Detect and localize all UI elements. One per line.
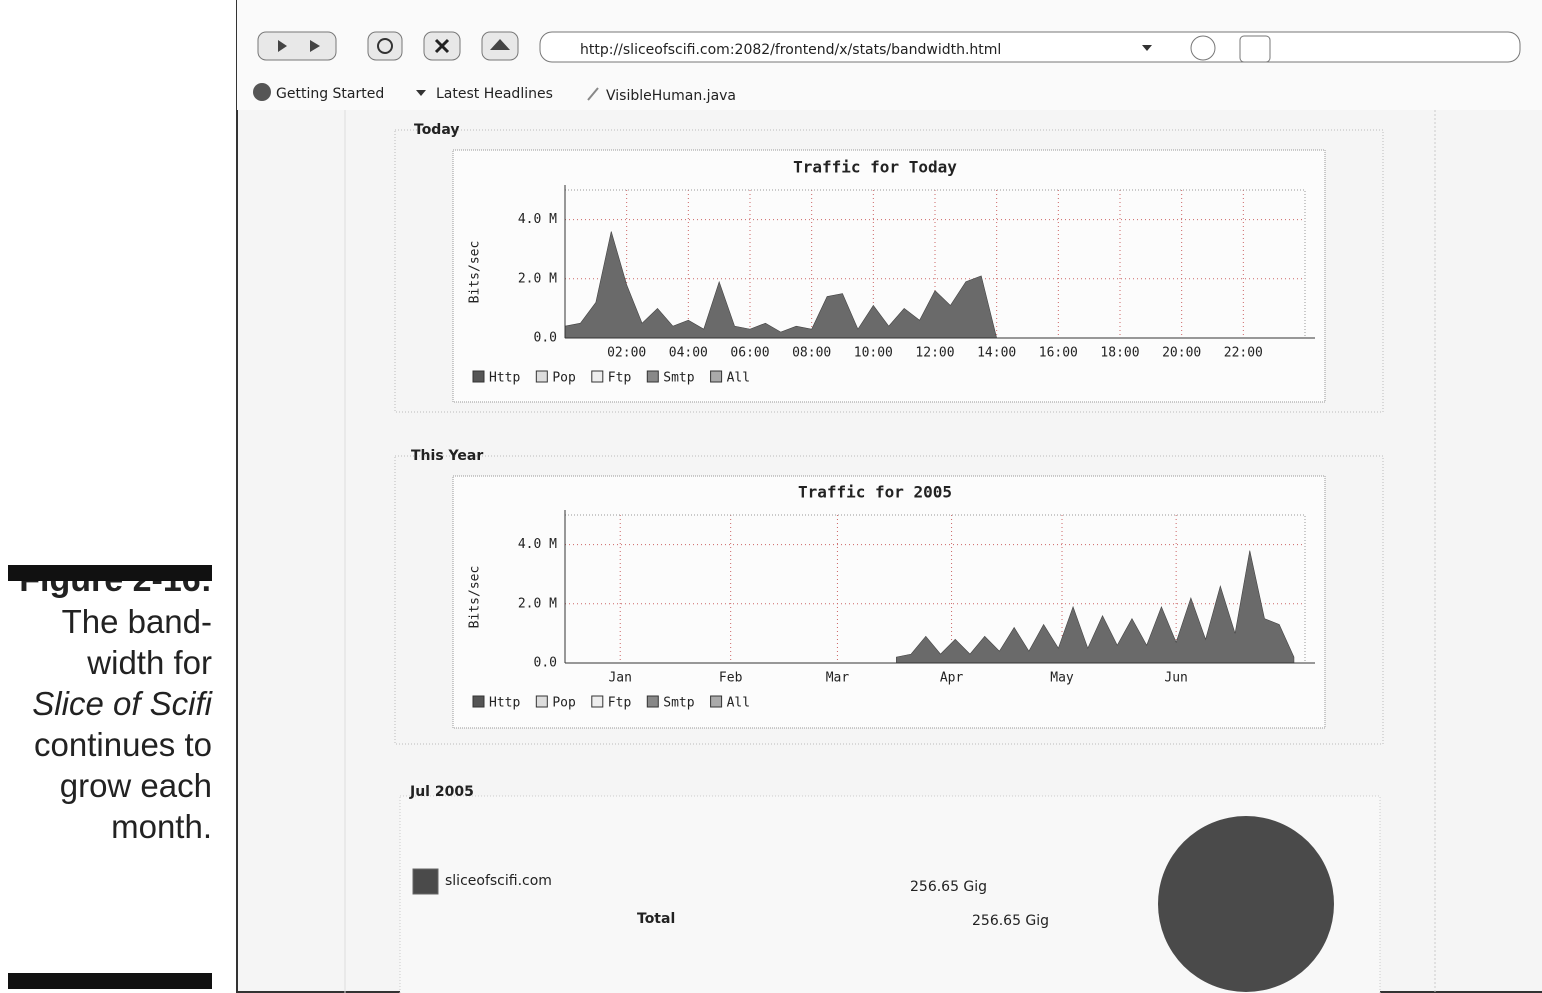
y-tick-label: 2.0 M: [518, 271, 557, 286]
legend-label: Ftp: [608, 371, 632, 386]
y-tick-label: 0.0: [534, 331, 557, 346]
y-axis-label: Bits/sec: [468, 241, 483, 304]
back-forward-button[interactable]: [258, 32, 336, 60]
bookmark-icon: [253, 83, 271, 101]
chart-title: Traffic for 2005: [798, 483, 952, 502]
legend-swatch: [413, 869, 438, 894]
browser-window: http://sliceofscifi.com:2082/frontend/x/…: [0, 0, 1542, 993]
legend-swatch: [473, 696, 484, 707]
x-tick-label: Jan: [608, 671, 631, 686]
x-tick-label: 16:00: [1039, 346, 1078, 361]
x-tick-label: 10:00: [854, 346, 893, 361]
legend-label: All: [727, 696, 750, 711]
y-tick-label: 4.0 M: [518, 212, 557, 227]
bookmark[interactable]: Latest Headlines: [436, 86, 553, 102]
x-tick-label: 04:00: [669, 346, 708, 361]
legend-swatch: [592, 696, 603, 707]
x-tick-label: 18:00: [1100, 346, 1139, 361]
y-tick-label: 2.0 M: [518, 596, 557, 611]
y-axis-label: Bits/sec: [468, 566, 483, 629]
legend-swatch: [536, 371, 547, 382]
legend-swatch: [536, 696, 547, 707]
section-heading: Today: [414, 122, 459, 138]
x-tick-label: 20:00: [1162, 346, 1201, 361]
section-heading: Jul 2005: [409, 784, 474, 800]
total-value: 256.65 Gig: [972, 913, 1049, 929]
legend-swatch: [647, 696, 658, 707]
x-tick-label: 02:00: [607, 346, 646, 361]
legend-label: Smtp: [663, 696, 694, 711]
bookmark[interactable]: VisibleHuman.java: [606, 88, 736, 104]
chart-title: Traffic for Today: [793, 158, 957, 177]
legend-label: sliceofscifi.com: [445, 873, 552, 889]
bookmark[interactable]: Getting Started: [276, 86, 384, 102]
x-tick-label: May: [1050, 671, 1074, 686]
x-tick-label: Apr: [940, 671, 964, 686]
x-tick-label: Feb: [719, 671, 743, 686]
x-tick-label: 12:00: [915, 346, 954, 361]
search-button[interactable]: [1240, 36, 1270, 62]
x-tick-label: 22:00: [1224, 346, 1263, 361]
pie-slice: [1158, 816, 1334, 992]
legend-label: Pop: [552, 696, 576, 711]
chart-frame: [453, 476, 1325, 728]
chart-frame: [453, 150, 1325, 402]
total-label: Total: [637, 911, 675, 927]
legend-label: Ftp: [608, 696, 632, 711]
section-heading: This Year: [411, 448, 483, 464]
feed-button[interactable]: [1191, 36, 1215, 60]
legend-swatch: [592, 371, 603, 382]
x-tick-label: Mar: [826, 671, 850, 686]
y-tick-label: 0.0: [534, 656, 557, 671]
legend-swatch: [711, 696, 722, 707]
legend-label: Smtp: [663, 371, 694, 386]
y-tick-label: 4.0 M: [518, 537, 557, 552]
x-tick-label: 08:00: [792, 346, 831, 361]
legend-swatch: [647, 371, 658, 382]
legend-label: Http: [489, 696, 520, 711]
x-tick-label: Jun: [1164, 671, 1187, 686]
page: {"caption": {"label": "Figure 2-16:", "l…: [0, 0, 1542, 993]
value-label: 256.65 Gig: [910, 879, 987, 895]
x-tick-label: 06:00: [730, 346, 769, 361]
legend-swatch: [473, 371, 484, 382]
reload-button[interactable]: [368, 32, 402, 60]
legend-label: Http: [489, 371, 520, 386]
legend-swatch: [711, 371, 722, 382]
legend-label: All: [727, 371, 750, 386]
legend-label: Pop: [552, 371, 576, 386]
x-tick-label: 14:00: [977, 346, 1016, 361]
url-text[interactable]: http://sliceofscifi.com:2082/frontend/x/…: [580, 42, 1001, 58]
